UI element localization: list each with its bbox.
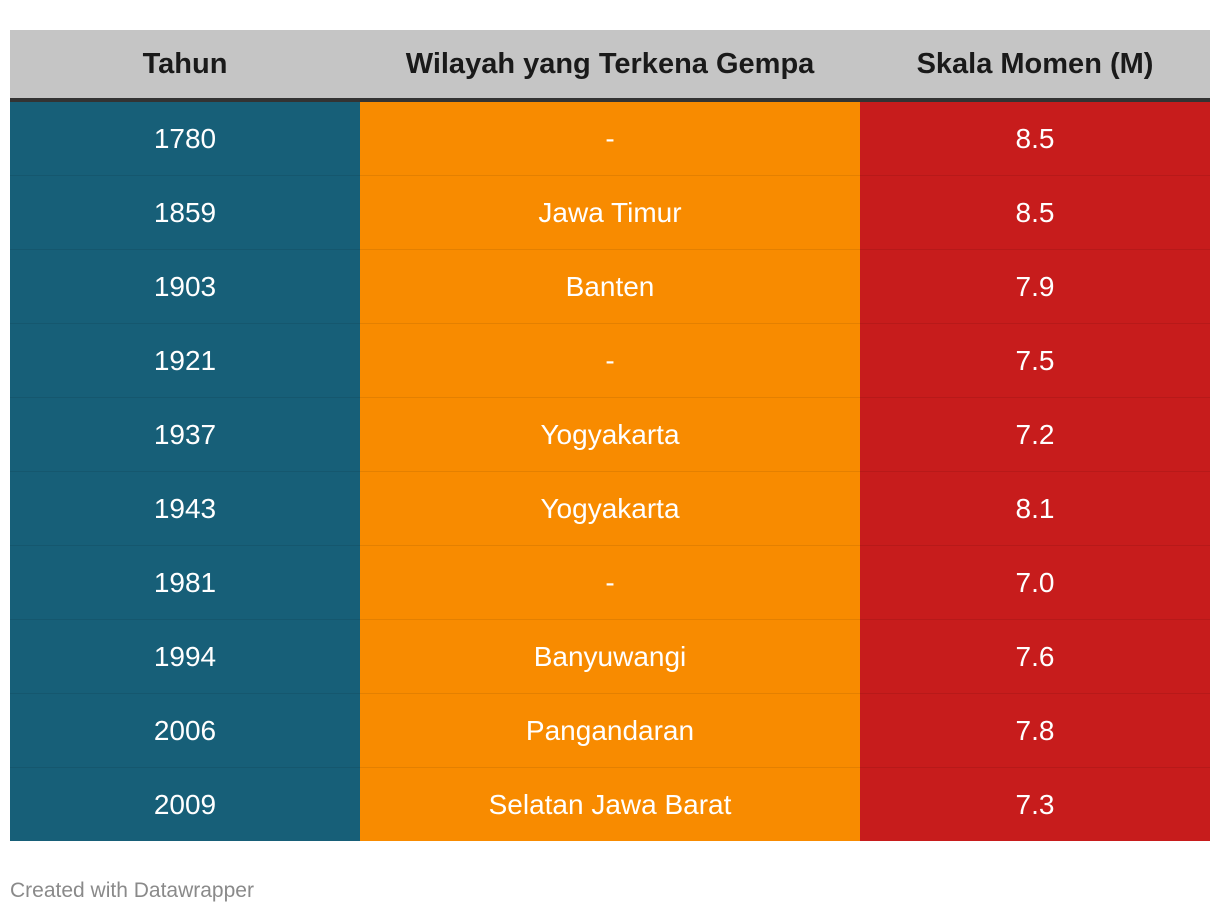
cell-skala: 7.2	[860, 397, 1210, 472]
cell-wilayah: Banten	[360, 249, 860, 324]
cell-wilayah: Jawa Timur	[360, 175, 860, 250]
cell-skala: 8.1	[860, 471, 1210, 546]
table-row: 2006 Pangandaran 7.8	[10, 693, 1210, 768]
cell-wilayah: -	[360, 545, 860, 620]
cell-wilayah: Yogyakarta	[360, 397, 860, 472]
cell-tahun: 1859	[10, 175, 360, 250]
cell-wilayah: -	[360, 323, 860, 398]
table-header-row: Tahun Wilayah yang Terkena Gempa Skala M…	[10, 30, 1210, 102]
cell-tahun: 1994	[10, 619, 360, 694]
cell-skala: 7.8	[860, 693, 1210, 768]
table-row: 1937 Yogyakarta 7.2	[10, 397, 1210, 472]
cell-skala: 7.0	[860, 545, 1210, 620]
cell-wilayah: -	[360, 100, 860, 176]
table-row: 1943 Yogyakarta 8.1	[10, 471, 1210, 546]
table-row: 1981 - 7.0	[10, 545, 1210, 620]
cell-tahun: 1921	[10, 323, 360, 398]
table-row: 2009 Selatan Jawa Barat 7.3	[10, 767, 1210, 841]
cell-tahun: 2006	[10, 693, 360, 768]
earthquake-table: Tahun Wilayah yang Terkena Gempa Skala M…	[10, 30, 1210, 841]
header-wilayah[interactable]: Wilayah yang Terkena Gempa	[360, 30, 860, 102]
datawrapper-credit[interactable]: Created with Datawrapper	[10, 879, 254, 902]
cell-wilayah: Selatan Jawa Barat	[360, 767, 860, 841]
cell-tahun: 1937	[10, 397, 360, 472]
cell-tahun: 1981	[10, 545, 360, 620]
cell-skala: 7.5	[860, 323, 1210, 398]
table-row: 1780 - 8.5	[10, 100, 1210, 176]
cell-skala: 8.5	[860, 175, 1210, 250]
header-tahun[interactable]: Tahun	[10, 30, 360, 102]
table-row: 1903 Banten 7.9	[10, 249, 1210, 324]
cell-tahun: 2009	[10, 767, 360, 841]
cell-wilayah: Yogyakarta	[360, 471, 860, 546]
data-table-container: Tahun Wilayah yang Terkena Gempa Skala M…	[10, 30, 1210, 841]
cell-wilayah: Pangandaran	[360, 693, 860, 768]
cell-skala: 7.9	[860, 249, 1210, 324]
table-row: 1859 Jawa Timur 8.5	[10, 175, 1210, 250]
cell-skala: 7.6	[860, 619, 1210, 694]
cell-tahun: 1780	[10, 100, 360, 176]
cell-skala: 8.5	[860, 100, 1210, 176]
cell-tahun: 1943	[10, 471, 360, 546]
table-row: 1994 Banyuwangi 7.6	[10, 619, 1210, 694]
table-row: 1921 - 7.5	[10, 323, 1210, 398]
header-skala[interactable]: Skala Momen (M)	[860, 30, 1210, 102]
cell-wilayah: Banyuwangi	[360, 619, 860, 694]
cell-tahun: 1903	[10, 249, 360, 324]
cell-skala: 7.3	[860, 767, 1210, 841]
